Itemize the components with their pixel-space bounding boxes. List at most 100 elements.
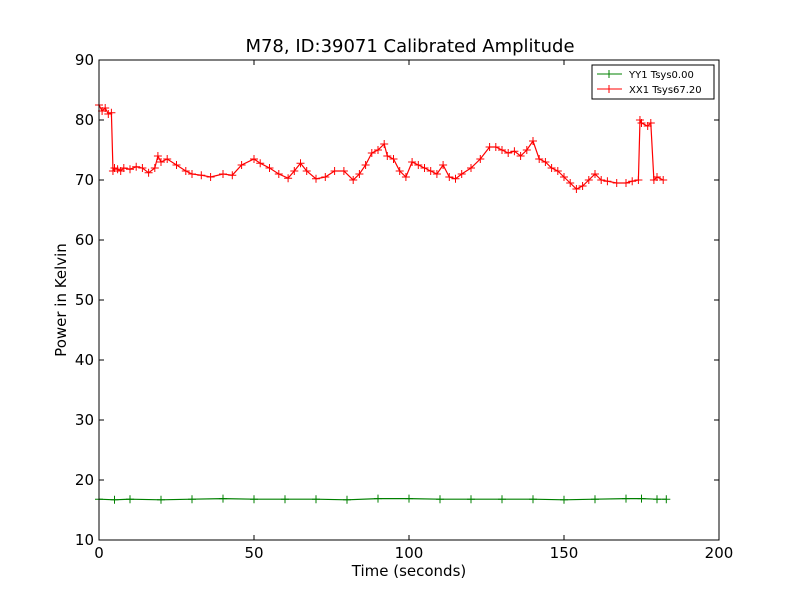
data-point [432, 170, 441, 178]
data-point [560, 495, 568, 504]
y-tick-label: 20 [75, 471, 94, 489]
data-point [634, 176, 643, 184]
data-point [157, 495, 165, 504]
data-point [541, 158, 550, 166]
data-point [274, 170, 283, 178]
data-point [591, 495, 599, 504]
data-point [553, 167, 562, 175]
y-axis-title: Power in Kelvin [52, 243, 70, 357]
data-point [535, 155, 544, 163]
data-point [491, 143, 500, 151]
x-tick-label: 200 [705, 544, 734, 562]
data-point [349, 176, 358, 184]
data-point [566, 179, 575, 187]
data-point [163, 155, 172, 163]
data-point [339, 167, 348, 175]
data-point [383, 152, 392, 160]
data-point [504, 149, 513, 157]
data-point [250, 495, 258, 504]
data-point [401, 173, 410, 181]
data-point [584, 176, 593, 184]
data-point [622, 494, 630, 503]
data-point [408, 158, 417, 166]
data-point [498, 146, 506, 154]
data-point [312, 174, 320, 183]
data-point [150, 164, 159, 172]
data-point [188, 170, 196, 178]
data-point [250, 155, 258, 163]
data-point [374, 146, 382, 154]
data-point [330, 167, 339, 175]
data-point [343, 495, 351, 504]
data-point [457, 170, 466, 178]
data-point [426, 167, 435, 175]
data-point [126, 495, 134, 504]
data-point [572, 185, 581, 193]
data-point [157, 158, 165, 166]
data-point [637, 119, 646, 127]
data-point [101, 104, 110, 112]
data-point [498, 495, 506, 504]
x-tick-label: 50 [244, 544, 263, 562]
legend-entry: XX1 Tsys67.20 [597, 85, 702, 96]
data-point [510, 147, 519, 156]
data-point [659, 176, 668, 184]
data-point [119, 164, 128, 172]
y-tick-label: 90 [75, 51, 94, 69]
legend: YY1 Tsys0.00 XX1 Tsys67.20 [591, 64, 715, 100]
data-point [219, 494, 227, 503]
y-tick-label: 10 [75, 531, 94, 549]
data-point [451, 174, 460, 183]
data-point [281, 495, 289, 504]
data-point [206, 173, 215, 181]
x-tick-label: 100 [395, 544, 424, 562]
data-point [188, 495, 196, 504]
data-point [302, 167, 311, 175]
data-point [132, 162, 141, 171]
data-point [445, 173, 454, 181]
data-point [228, 171, 237, 180]
data-point [597, 176, 606, 184]
data-point [560, 173, 568, 181]
data-point [439, 161, 448, 169]
data-point [628, 177, 637, 186]
data-point [321, 173, 330, 181]
series-line [98, 104, 664, 190]
data-point [256, 159, 265, 168]
axis-ticks: 0 50 100 150 200 10 20 30 40 50 60 70 80 90 [75, 51, 733, 562]
data-point [367, 149, 376, 157]
data-point [591, 170, 599, 178]
data-point [219, 170, 227, 178]
data-point [107, 108, 116, 117]
legend-marker [605, 85, 613, 93]
data-point [374, 494, 382, 503]
x-axis-title: Time (seconds) [351, 562, 467, 580]
legend-marker [605, 70, 613, 78]
data-point [355, 170, 364, 178]
data-point [395, 167, 404, 175]
series-2 [95, 101, 668, 193]
data-point [436, 495, 444, 504]
data-point [181, 167, 190, 175]
legend-label: XX1 Tsys67.20 [629, 85, 702, 96]
data-point [265, 164, 274, 172]
data-point [296, 159, 305, 168]
data-point [467, 164, 475, 172]
series-line [98, 497, 667, 501]
legend-label: YY1 Tsys0.00 [628, 70, 694, 81]
y-tick-label: 60 [75, 231, 94, 249]
data-point [361, 161, 370, 169]
data-point [138, 164, 147, 172]
data-point [414, 161, 423, 169]
data-point [110, 495, 119, 504]
data-point [290, 167, 299, 175]
data-point [637, 494, 646, 503]
data-point [405, 494, 413, 503]
data-point [622, 179, 630, 187]
y-tick-label: 70 [75, 171, 94, 189]
y-tick-label: 40 [75, 351, 94, 369]
data-point [522, 146, 531, 154]
y-tick-label: 80 [75, 111, 94, 129]
data-point [653, 173, 661, 181]
